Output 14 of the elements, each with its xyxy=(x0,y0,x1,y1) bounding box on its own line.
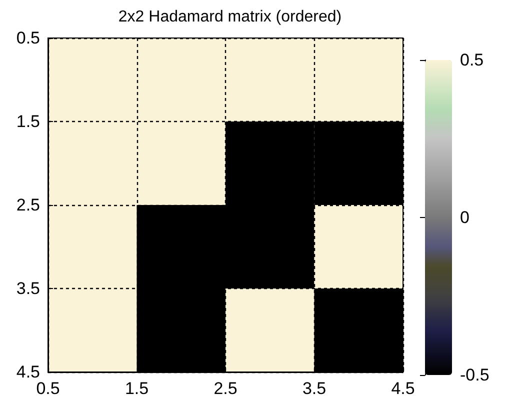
y-tick-label: 0.5 xyxy=(16,28,40,48)
y-tick-label: 2.5 xyxy=(16,196,40,214)
chart-title: 2x2 Hadamard matrix (ordered) xyxy=(118,8,342,26)
x-tick-label: 0.5 xyxy=(36,379,60,398)
color-bar-label: 0 xyxy=(460,208,470,227)
color-bar-label: 0.5 xyxy=(460,50,484,70)
y-tick-label: 1.5 xyxy=(16,112,40,131)
x-tick-label: 2.5 xyxy=(214,379,238,398)
x-tick-label: 1.5 xyxy=(124,379,149,398)
x-tick-label: 4.5 xyxy=(391,379,415,398)
color-bar-label: -0.5 xyxy=(460,366,490,384)
y-tick-label: 4.5 xyxy=(16,362,40,382)
x-tick-label: 3.5 xyxy=(302,379,326,398)
y-tick-label: 3.5 xyxy=(16,279,40,298)
